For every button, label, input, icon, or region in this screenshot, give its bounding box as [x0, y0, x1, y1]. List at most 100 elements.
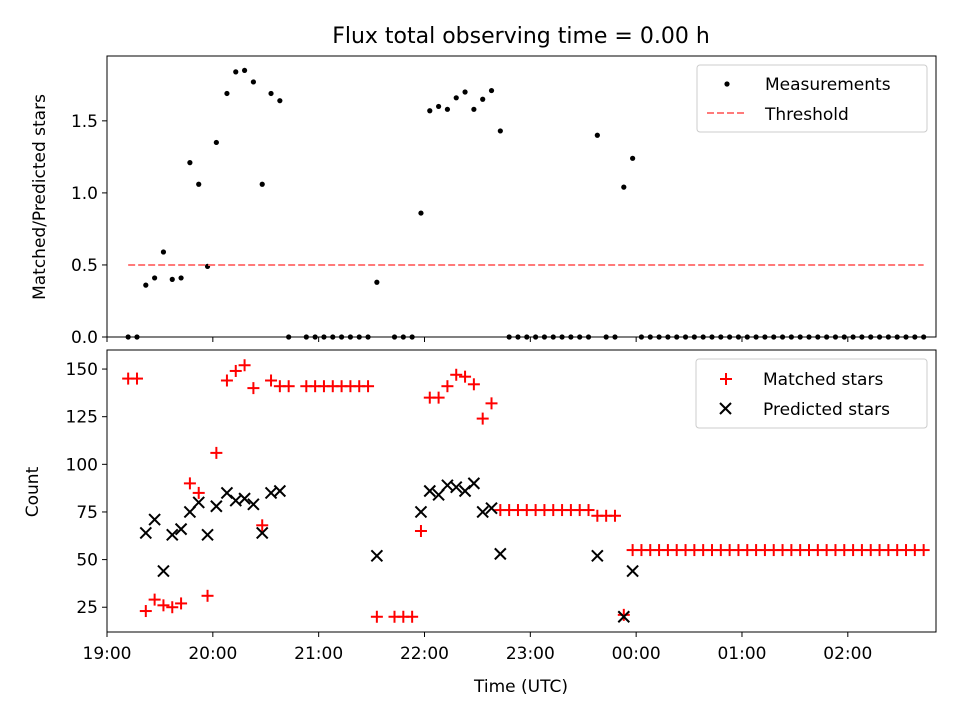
bottom-y-axis-label: Count: [23, 466, 43, 517]
predicted-point: [210, 500, 223, 513]
matched-point: [130, 372, 143, 385]
legend-threshold-label: Threshold: [764, 105, 849, 125]
matched-point: [441, 380, 454, 393]
y-tick-label: 50: [76, 551, 98, 571]
y-tick-label: 75: [76, 503, 98, 523]
y-tick-label: 150: [66, 360, 98, 380]
predicted-point: [247, 498, 260, 511]
bottom-legend-box: [695, 358, 928, 429]
matched-point: [238, 359, 251, 372]
matched-point: [256, 519, 269, 532]
predicted-point: [591, 549, 604, 562]
bottom-plot-marks: [122, 359, 930, 623]
x-tick-label: 00:00: [612, 644, 661, 664]
measurement-point: [497, 128, 503, 134]
predicted-point: [201, 528, 214, 542]
measurement-point: [178, 275, 184, 281]
measurement-point: [250, 79, 256, 85]
matched-point: [476, 412, 489, 425]
measurement-point: [241, 67, 248, 74]
x-tick-label: 02:00: [823, 644, 872, 664]
predicted-point: [148, 513, 161, 526]
measurement-point: [169, 276, 175, 282]
matched-point: [220, 374, 233, 387]
measurement-point: [160, 249, 167, 255]
y-tick-label: 100: [66, 455, 98, 475]
series-predicted-stars: [139, 477, 639, 623]
matched-point: [183, 477, 196, 490]
series-matched-stars: [122, 359, 930, 623]
x-tick-label: 22:00: [400, 644, 449, 664]
measurement-point: [436, 103, 442, 110]
predicted-point: [617, 610, 631, 623]
measurement-point: [471, 106, 477, 112]
y-tick-label: 0.0: [71, 328, 98, 348]
measurement-point: [594, 132, 600, 138]
predicted-point: [238, 492, 251, 505]
matched-point: [282, 380, 295, 393]
legend-measurements-marker: [724, 81, 730, 87]
predicted-point: [183, 505, 197, 519]
measurement-point: [462, 89, 468, 95]
matched-point: [362, 380, 375, 393]
measurement-point: [196, 181, 202, 187]
x-tick-label: 23:00: [506, 644, 555, 664]
measurement-point: [277, 98, 283, 104]
predicted-point: [423, 484, 436, 498]
top-y-ticks: 0.0 0.5 1.0 1.5: [71, 112, 107, 348]
measurement-point: [233, 69, 239, 75]
predicted-point: [476, 505, 489, 519]
y-tick-label: 25: [76, 598, 98, 618]
measurement-point: [152, 275, 158, 281]
matched-point: [201, 589, 214, 602]
matched-point: [166, 601, 179, 614]
y-tick-label: 1.0: [71, 184, 98, 204]
predicted-point: [467, 477, 481, 490]
matched-point: [414, 525, 427, 538]
matched-point: [247, 382, 260, 395]
predicted-point: [166, 528, 179, 542]
legend-matched-marker: [720, 373, 732, 385]
predicted-point: [450, 480, 463, 494]
predicted-point: [192, 496, 205, 509]
matched-point: [370, 610, 383, 623]
measurement-point: [427, 108, 433, 114]
bottom-y-ticks: 25 50 75 100 125 150: [66, 360, 107, 618]
matched-point: [450, 368, 463, 381]
top-legend-box: [696, 64, 928, 133]
matched-point: [139, 605, 152, 618]
matched-point: [406, 610, 419, 623]
predicted-point: [256, 526, 269, 540]
matched-point: [432, 391, 445, 404]
measurement-point: [374, 279, 380, 285]
matched-point: [617, 608, 630, 621]
legend-matched-label: Matched stars: [763, 370, 883, 390]
top-x-ticks: [106, 337, 849, 342]
predicted-point: [485, 501, 498, 515]
matched-point: [467, 378, 480, 391]
measurement-point: [187, 160, 193, 166]
star-count-panel: Count Time (UTC) 25 50 75 100 125 150 19:00 20…: [23, 349, 937, 697]
measurement-point: [268, 90, 274, 97]
x-tick-label: 21:00: [294, 644, 343, 664]
matched-point: [175, 597, 188, 610]
matched-point: [148, 593, 161, 606]
matched-point: [608, 509, 621, 522]
y-tick-label: 1.5: [71, 112, 98, 132]
predicted-point: [432, 488, 445, 502]
legend-predicted-label: Predicted stars: [763, 400, 890, 420]
predicted-point: [370, 549, 384, 562]
x-tick-label: 20:00: [188, 644, 237, 664]
top-legend: Measurements Threshold: [696, 64, 928, 133]
matched-point: [485, 397, 498, 410]
matched-point: [917, 544, 930, 557]
top-plot-frame: [106, 55, 937, 338]
top-y-axis-label: Matched/Predicted stars: [30, 94, 50, 300]
x-tick-label: 19:00: [83, 644, 132, 664]
bottom-plot-frame: [106, 349, 937, 633]
matched-point: [192, 486, 205, 499]
matched-point: [157, 599, 170, 612]
measurement-point: [630, 155, 636, 161]
measurement-point: [418, 210, 424, 216]
flux-ratio-panel: Flux total observing time = 0.00 h Match…: [30, 24, 937, 348]
